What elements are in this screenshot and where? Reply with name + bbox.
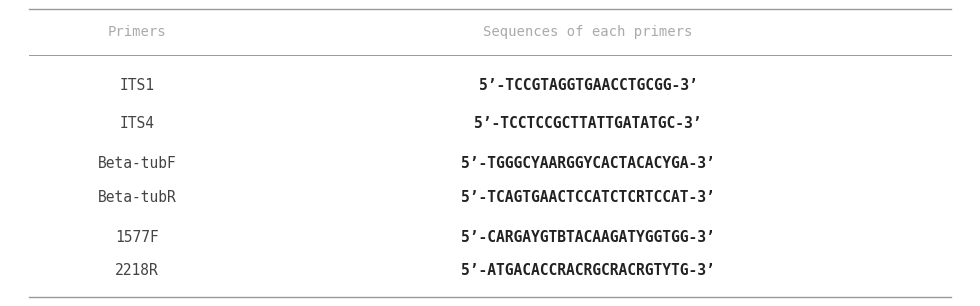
Text: Primers: Primers bbox=[108, 25, 167, 39]
Text: 5’-TCCTCCGCTTATTGATATGC-3’: 5’-TCCTCCGCTTATTGATATGC-3’ bbox=[474, 116, 702, 132]
Text: 5’-TCAGTGAACTCCATCTCRTCCAT-3’: 5’-TCAGTGAACTCCATCTCRTCCAT-3’ bbox=[462, 190, 714, 205]
Text: 5’-TCCGTAGGTGAACCTGCGG-3’: 5’-TCCGTAGGTGAACCTGCGG-3’ bbox=[478, 78, 698, 93]
Text: ITS1: ITS1 bbox=[120, 78, 155, 93]
Text: Sequences of each primers: Sequences of each primers bbox=[483, 25, 693, 39]
Text: ITS4: ITS4 bbox=[120, 116, 155, 132]
Text: 1577F: 1577F bbox=[116, 230, 159, 245]
Text: Beta-tubR: Beta-tubR bbox=[98, 190, 176, 205]
Text: Beta-tubF: Beta-tubF bbox=[98, 156, 176, 171]
Text: 5’-CARGAYGTBTACAAGATYGGTGG-3’: 5’-CARGAYGTBTACAAGATYGGTGG-3’ bbox=[462, 230, 714, 245]
Text: 2218R: 2218R bbox=[116, 263, 159, 278]
Text: 5’-TGGGCYAARGGYCACTACACYGA-3’: 5’-TGGGCYAARGGYCACTACACYGA-3’ bbox=[462, 156, 714, 171]
Text: 5’-ATGACACCRACRGCRACRGTYTG-3’: 5’-ATGACACCRACRGCRACRGTYTG-3’ bbox=[462, 263, 714, 278]
